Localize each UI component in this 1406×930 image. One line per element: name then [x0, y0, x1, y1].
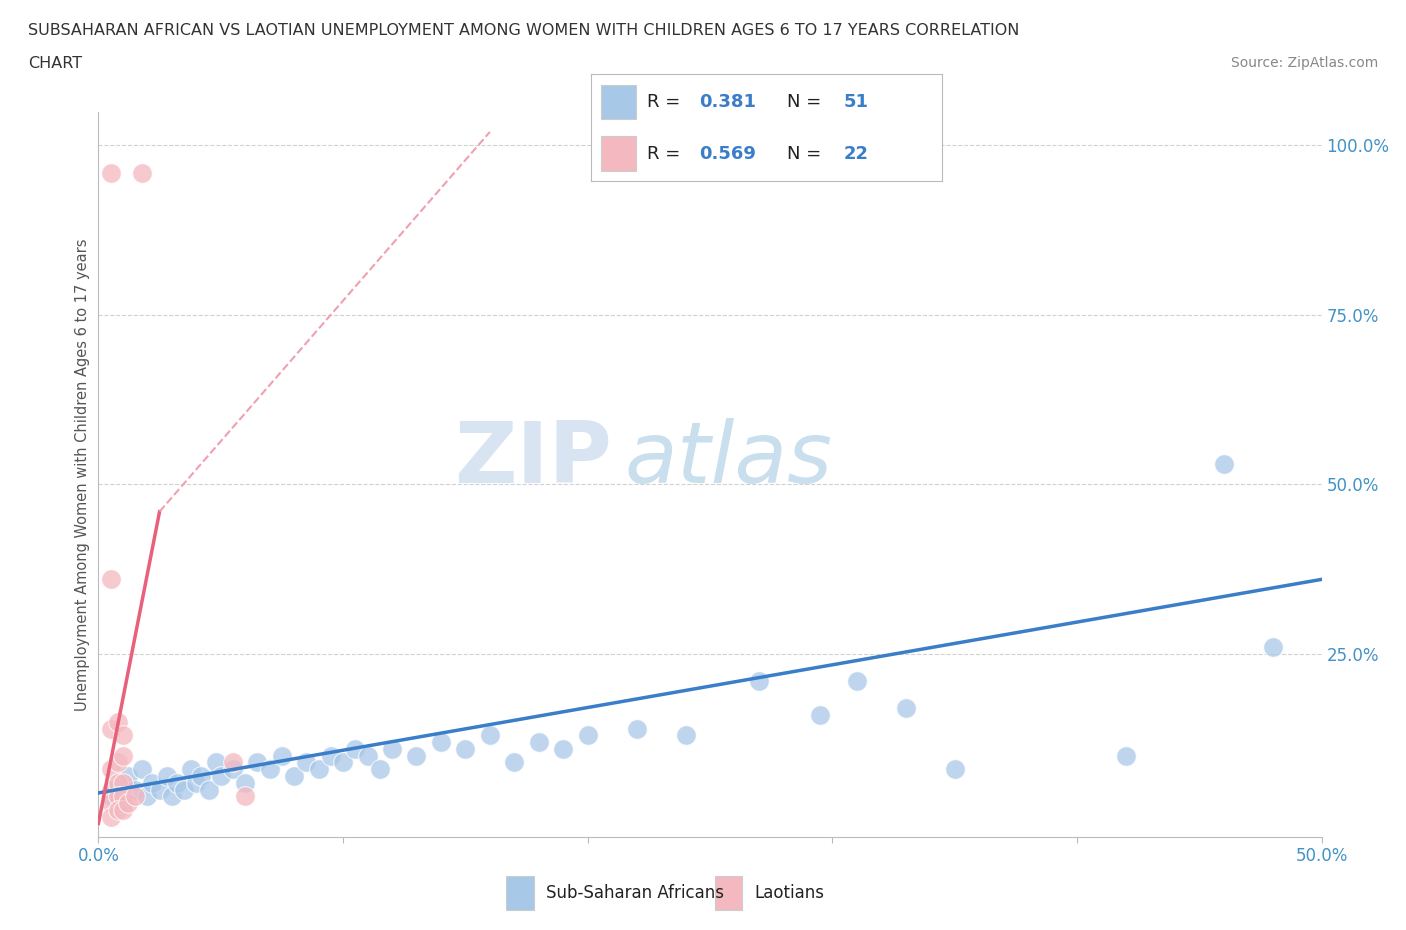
Point — [319, 749, 342, 764]
FancyBboxPatch shape — [506, 876, 534, 910]
Point — [344, 741, 367, 756]
Point — [107, 776, 129, 790]
Point — [1261, 640, 1284, 655]
Point — [845, 673, 868, 688]
Text: 51: 51 — [844, 93, 869, 112]
Point — [107, 776, 129, 790]
Text: CHART: CHART — [28, 56, 82, 71]
Point — [527, 735, 550, 750]
Point — [111, 749, 134, 764]
Point — [117, 768, 139, 783]
Point — [295, 755, 318, 770]
Point — [233, 789, 256, 804]
Point — [553, 741, 575, 756]
Text: atlas: atlas — [624, 418, 832, 501]
Point — [259, 762, 281, 777]
Point — [141, 776, 163, 790]
Point — [894, 700, 917, 715]
Point — [308, 762, 330, 777]
Point — [131, 762, 153, 777]
Point — [503, 755, 526, 770]
Point — [107, 789, 129, 804]
Point — [381, 741, 404, 756]
Point — [166, 776, 188, 790]
Text: R =: R = — [647, 144, 686, 163]
Point — [368, 762, 391, 777]
Point — [1115, 749, 1137, 764]
Point — [270, 749, 294, 764]
Text: Laotians: Laotians — [754, 884, 824, 902]
Point — [136, 789, 159, 804]
Point — [576, 728, 599, 743]
Point — [748, 673, 770, 688]
Point — [190, 768, 212, 783]
FancyBboxPatch shape — [602, 137, 636, 171]
Point — [197, 782, 219, 797]
Point — [111, 776, 134, 790]
Point — [233, 776, 256, 790]
Point — [149, 782, 172, 797]
Point — [222, 755, 245, 770]
Point — [478, 728, 501, 743]
Point — [100, 789, 122, 804]
Point — [100, 166, 122, 180]
Y-axis label: Unemployment Among Women with Children Ages 6 to 17 years: Unemployment Among Women with Children A… — [75, 238, 90, 711]
Point — [283, 768, 305, 783]
Point — [124, 789, 146, 804]
Point — [100, 762, 122, 777]
Point — [180, 762, 202, 777]
Point — [1212, 457, 1234, 472]
FancyBboxPatch shape — [714, 876, 742, 910]
Point — [124, 782, 146, 797]
Point — [111, 796, 134, 811]
Point — [405, 749, 427, 764]
Point — [332, 755, 354, 770]
Point — [160, 789, 183, 804]
Point — [205, 755, 228, 770]
Point — [209, 768, 232, 783]
Point — [100, 782, 122, 797]
Point — [173, 782, 195, 797]
Point — [107, 803, 129, 817]
Point — [186, 776, 208, 790]
Point — [943, 762, 966, 777]
Point — [111, 803, 134, 817]
Point — [808, 708, 831, 723]
FancyBboxPatch shape — [602, 86, 636, 119]
Text: ZIP: ZIP — [454, 418, 612, 501]
Text: R =: R = — [647, 93, 686, 112]
Point — [107, 714, 129, 729]
Text: N =: N = — [787, 93, 827, 112]
Text: SUBSAHARAN AFRICAN VS LAOTIAN UNEMPLOYMENT AMONG WOMEN WITH CHILDREN AGES 6 TO 1: SUBSAHARAN AFRICAN VS LAOTIAN UNEMPLOYME… — [28, 23, 1019, 38]
Point — [626, 721, 648, 736]
Text: Sub-Saharan Africans: Sub-Saharan Africans — [546, 884, 724, 902]
Point — [454, 741, 477, 756]
Point — [117, 796, 139, 811]
Point — [100, 796, 122, 811]
Point — [111, 789, 134, 804]
Text: Source: ZipAtlas.com: Source: ZipAtlas.com — [1230, 56, 1378, 70]
Text: 0.381: 0.381 — [699, 93, 756, 112]
Text: 0.569: 0.569 — [699, 144, 756, 163]
Point — [100, 721, 122, 736]
Point — [675, 728, 697, 743]
Text: 22: 22 — [844, 144, 869, 163]
Point — [111, 728, 134, 743]
Point — [100, 572, 122, 587]
Point — [430, 735, 453, 750]
Point — [107, 755, 129, 770]
Point — [222, 762, 245, 777]
Point — [156, 768, 179, 783]
Point — [246, 755, 269, 770]
Point — [100, 809, 122, 824]
Text: N =: N = — [787, 144, 827, 163]
Point — [356, 749, 378, 764]
Point — [131, 166, 153, 180]
